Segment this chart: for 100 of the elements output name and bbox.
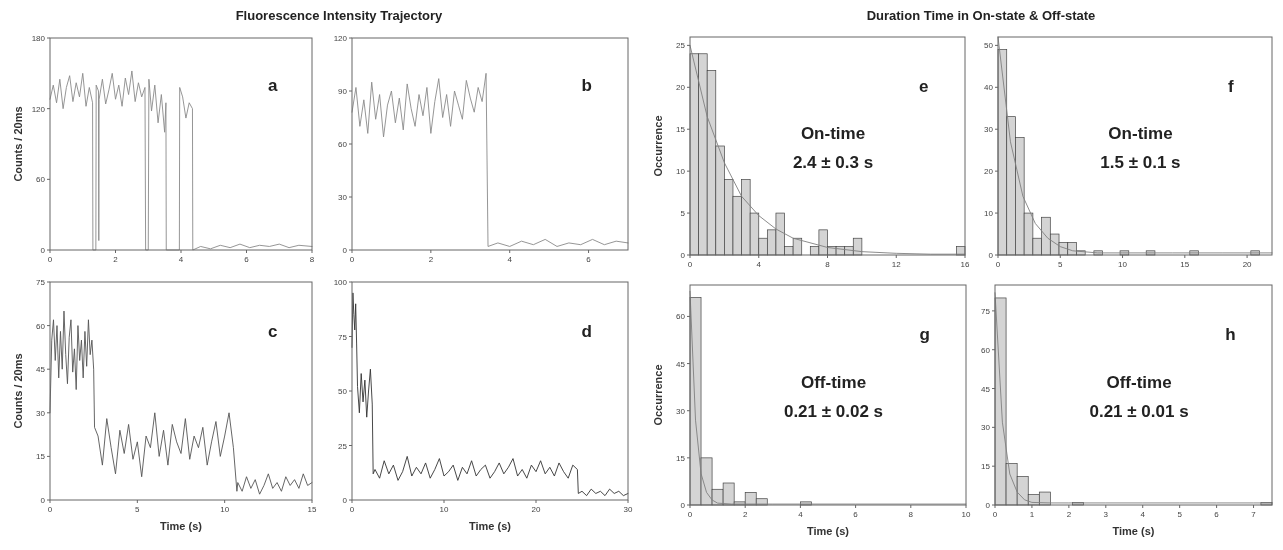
x-tick-label: 10	[1118, 260, 1128, 269]
x-tick-label: 3	[1103, 510, 1109, 519]
x-axis-title: Time (s)	[807, 525, 850, 537]
annotation: 1.5 ± 0.1 s	[1100, 152, 1181, 172]
y-tick-label: 15	[676, 125, 686, 135]
y-tick-label: 15	[676, 453, 686, 463]
y-tick-label: 45	[36, 365, 46, 375]
annotation: f	[1228, 76, 1235, 96]
y-tick-label: 15	[981, 462, 991, 472]
x-axis-title: Time (s)	[1112, 525, 1155, 537]
x-axis-title: Time (s)	[160, 520, 203, 532]
annotation: c	[267, 321, 278, 341]
x-tick-label: 16	[960, 260, 970, 269]
y-tick-label: 20	[984, 167, 994, 177]
y-tick-label: 40	[984, 83, 994, 93]
y-tick-label: 10	[676, 167, 686, 177]
y-axis-title: Occurrence	[652, 115, 664, 177]
y-tick-label: 75	[981, 306, 991, 316]
y-tick-label: 0	[40, 496, 46, 505]
y-tick-label: 0	[342, 246, 348, 255]
x-tick-label: 20	[1242, 260, 1253, 269]
annotation: h	[1225, 325, 1236, 344]
y-axis-title: Counts / 20ms	[12, 106, 24, 182]
x-tick-label: 10	[439, 505, 449, 514]
x-tick-label: 8	[825, 260, 831, 269]
annotation: d	[581, 321, 592, 341]
y-tick-label: 30	[676, 406, 686, 416]
x-tick-label: 0	[47, 505, 53, 514]
x-tick-label: 6	[244, 255, 250, 264]
x-tick-label: 30	[623, 505, 633, 514]
x-tick-label: 4	[178, 255, 184, 264]
x-tick-label: 0	[687, 510, 693, 519]
annotation: g	[919, 325, 930, 344]
annotation: On-time	[800, 124, 866, 144]
y-tick-label: 45	[676, 359, 686, 369]
y-tick-label: 30	[36, 408, 46, 418]
y-tick-label: 30	[984, 125, 994, 135]
x-tick-label: 8	[908, 510, 914, 519]
x-tick-label: 4	[756, 260, 762, 269]
y-tick-label: 30	[338, 193, 348, 202]
y-axis-title: Counts / 20ms	[12, 353, 24, 429]
x-tick-label: 10	[220, 505, 230, 514]
x-tick-label: 0	[349, 505, 355, 514]
x-tick-label: 4	[507, 255, 513, 264]
x-tick-label: 2	[742, 510, 748, 519]
y-tick-label: 75	[36, 278, 46, 287]
x-tick-label: 12	[891, 260, 902, 269]
y-tick-label: 5	[680, 209, 686, 219]
y-tick-label: 60	[338, 140, 348, 149]
x-tick-label: 0	[349, 255, 355, 264]
y-tick-label: 120	[31, 104, 46, 114]
y-tick-label: 30	[981, 423, 991, 433]
y-tick-label: 20	[676, 83, 686, 93]
x-tick-label: 4	[1140, 510, 1146, 519]
x-tick-label: 10	[961, 510, 971, 519]
x-tick-label: 20	[531, 505, 541, 514]
y-tick-label: 120	[333, 34, 348, 43]
annotation: Off-time	[800, 373, 867, 393]
text: Fluorescence Intensity Trajectory	[235, 8, 444, 23]
y-tick-label: 0	[342, 496, 348, 505]
x-tick-label: 2	[428, 255, 434, 264]
y-axis-title: Occurrence	[652, 364, 664, 426]
y-tick-label: 50	[338, 387, 348, 396]
x-axis-title: Time (s)	[469, 520, 512, 532]
y-tick-label: 15	[36, 452, 46, 462]
y-tick-label: 90	[338, 87, 348, 96]
x-tick-label: 0	[687, 260, 693, 269]
annotation: 0.21 ± 0.01 s	[1089, 402, 1189, 421]
x-tick-label: 15	[307, 505, 317, 514]
y-tick-label: 100	[333, 278, 348, 287]
x-tick-label: 6	[1214, 510, 1220, 519]
y-tick-label: 60	[981, 345, 991, 355]
y-tick-label: 0	[40, 246, 46, 255]
x-tick-label: 5	[1177, 510, 1183, 519]
y-tick-label: 25	[338, 441, 348, 451]
annotation: 2.4 ± 0.3 s	[792, 152, 874, 172]
x-tick-label: 0	[995, 260, 1001, 269]
x-tick-label: 5	[135, 505, 141, 514]
x-tick-label: 6	[586, 255, 592, 264]
x-tick-label: 1	[1029, 510, 1035, 519]
x-tick-label: 0	[47, 255, 53, 264]
annotation: On-time	[1108, 124, 1173, 144]
x-tick-label: 4	[798, 510, 804, 519]
y-tick-label: 45	[981, 384, 991, 394]
y-tick-label: 60	[676, 312, 686, 322]
y-tick-label: 50	[984, 41, 994, 51]
y-tick-label: 75	[338, 332, 348, 342]
y-tick-label: 60	[36, 175, 46, 185]
x-tick-label: 5	[1058, 260, 1064, 269]
x-tick-label: 6	[853, 510, 859, 519]
annotation: e	[919, 76, 929, 96]
chart-title: Duration Time in On-state & Off-state	[866, 8, 1096, 23]
y-tick-label: 60	[36, 321, 46, 331]
y-tick-label: 180	[31, 34, 46, 43]
y-tick-label: 25	[676, 41, 686, 51]
x-tick-label: 15	[1180, 260, 1190, 269]
y-tick-label: 10	[984, 209, 994, 219]
x-tick-label: 2	[1066, 510, 1072, 519]
x-tick-label: 7	[1251, 510, 1257, 519]
annotation: b	[581, 76, 592, 95]
